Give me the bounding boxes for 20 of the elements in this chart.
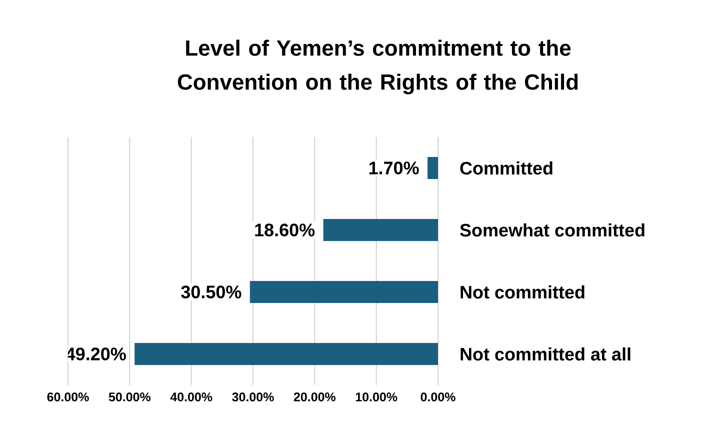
x-tick-label: 60.00%	[47, 392, 89, 402]
data-label: 1.70%	[369, 162, 419, 174]
bar	[250, 281, 438, 304]
data-label: 30.50%	[181, 286, 242, 298]
chart-title: Level of Yemen’s commitment to the Convention on the Rights of the Child	[178, 40, 578, 94]
bar	[323, 219, 438, 242]
data-label: 49.20%	[66, 348, 126, 360]
x-tick-label: 30.00%	[232, 392, 274, 402]
data-label: 18.60%	[255, 224, 315, 236]
y-tick-label: Somewhat committed	[460, 223, 644, 237]
x-tick-label: 50.00%	[108, 392, 151, 402]
y-tick-label: Not committed at all	[460, 347, 630, 361]
bar	[134, 343, 438, 366]
bar	[428, 157, 438, 180]
y-tick-label: Not committed	[460, 285, 584, 299]
y-tick-label: Committed	[460, 161, 552, 175]
x-tick-label: 40.00%	[170, 392, 212, 402]
x-tick-label: 0.00%	[420, 392, 456, 402]
x-tick-label: 10.00%	[356, 392, 398, 402]
x-tick-label: 20.00%	[294, 392, 336, 402]
